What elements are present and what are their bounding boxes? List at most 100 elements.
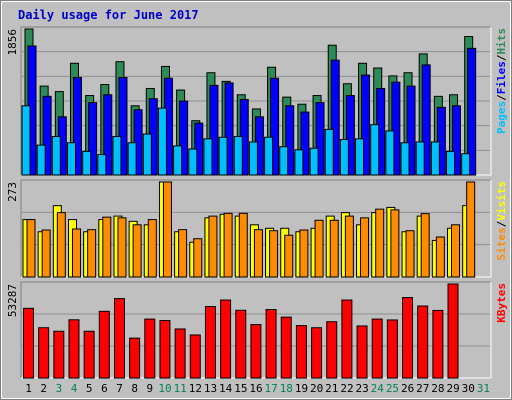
bar-sites-29	[451, 224, 461, 278]
x-tick-label: 28	[431, 382, 444, 395]
bar-sites-13	[208, 215, 218, 278]
bar-sites-25	[390, 209, 400, 278]
bar-pages-4	[66, 142, 76, 176]
x-tick-label: 14	[219, 382, 233, 395]
bar-kbytes-27	[417, 305, 429, 379]
bar-kbytes-26	[402, 297, 414, 379]
x-tick-label: 27	[416, 382, 429, 395]
bar-kbytes-5	[83, 330, 95, 379]
bar-kbytes-6	[98, 310, 110, 379]
bar-pages-14	[218, 136, 228, 176]
bar-sites-19	[299, 229, 309, 278]
bar-pages-27	[415, 141, 425, 176]
bar-sites-22	[344, 215, 354, 278]
bar-pages-26	[400, 142, 410, 176]
bar-sites-5	[87, 229, 97, 278]
bar-kbytes-4	[68, 319, 80, 379]
legend-item-pages: Pages	[495, 101, 508, 134]
bar-sites-6	[102, 216, 112, 278]
bar-kbytes-29	[447, 283, 459, 379]
bar-pages-13	[203, 138, 213, 176]
x-tick-label: 7	[116, 382, 123, 395]
x-tick-label: 5	[86, 382, 93, 395]
x-tick-label: 24	[371, 382, 385, 395]
bar-kbytes-9	[144, 318, 156, 379]
bar-pages-29	[446, 150, 456, 176]
bar-sites-7	[117, 217, 127, 278]
y-max-label: 1856	[6, 29, 19, 56]
bar-sites-24	[375, 208, 385, 278]
bar-pages-28	[430, 141, 440, 176]
bar-pages-11	[173, 145, 183, 176]
bar-pages-3	[51, 135, 61, 176]
x-tick-label: 16	[249, 382, 262, 395]
bar-sites-23	[360, 217, 370, 278]
bar-sites-30	[466, 181, 476, 278]
bar-sites-8	[132, 224, 142, 278]
legend: Pages/Files/Hits	[495, 28, 508, 134]
bar-kbytes-11	[174, 328, 186, 379]
x-tick-label: 15	[234, 382, 247, 395]
bar-files-30	[467, 47, 477, 176]
bar-pages-1	[21, 105, 31, 176]
x-tick-label: 2	[40, 382, 47, 395]
x-tick-label: 21	[325, 382, 338, 395]
x-tick-label: 4	[71, 382, 78, 395]
legend-separator: /	[495, 94, 508, 101]
bar-files-19	[300, 111, 310, 176]
bar-sites-20	[314, 219, 324, 278]
x-tick-label: 3	[56, 382, 63, 395]
bar-kbytes-1	[23, 307, 34, 379]
bar-pages-5	[82, 150, 92, 176]
bar-pages-6	[97, 154, 107, 176]
bar-pages-30	[461, 153, 471, 176]
legend-item-hits: Hits	[495, 28, 508, 55]
bar-kbytes-13	[204, 306, 216, 379]
x-tick-label: 8	[131, 382, 138, 395]
bar-pages-8	[127, 142, 137, 176]
bar-pages-21	[324, 128, 334, 176]
panels-layer: 1856Pages/Files/Hits273Sites/Visits53287…	[6, 26, 508, 379]
bar-kbytes-2	[38, 327, 50, 379]
bar-sites-3	[56, 212, 66, 278]
x-axis: 1 2 3 4 5 6 7 8 9 10 11 12 13 14 15 16 17 18 19 20 21 22 23 24 2…	[25, 382, 490, 395]
bar-files-7	[118, 76, 128, 176]
bar-kbytes-3	[53, 330, 65, 379]
legend-item-sites: Sites	[495, 227, 508, 260]
panel-kbytes: 53287 KBytes	[6, 281, 508, 379]
bar-sites-10	[162, 181, 172, 278]
x-tick-label: 12	[189, 382, 202, 395]
bar-files-27	[421, 64, 431, 176]
bar-pages-16	[248, 141, 258, 176]
bar-kbytes-25	[386, 319, 398, 379]
bar-pages-23	[355, 138, 365, 176]
bar-pages-15	[233, 135, 243, 176]
y-max-label: 53287	[6, 284, 19, 317]
panel-frame-shadow	[20, 179, 491, 277]
bar-files-5	[88, 102, 98, 176]
legend-separator: /	[495, 54, 508, 61]
bar-pages-9	[142, 133, 152, 176]
bar-files-14	[224, 82, 234, 176]
bar-files-6	[103, 94, 113, 176]
bar-pages-2	[36, 144, 46, 176]
bar-pages-7	[112, 135, 122, 176]
bar-sites-18	[284, 234, 294, 278]
x-tick-label: 22	[340, 382, 353, 395]
x-tick-label: 26	[401, 382, 414, 395]
bar-pages-10	[157, 107, 167, 176]
panel-frame-shadow	[20, 26, 491, 175]
bar-sites-26	[405, 230, 415, 278]
x-tick-label: 29	[446, 382, 459, 395]
legend-separator: /	[495, 220, 508, 227]
bar-pages-25	[385, 130, 395, 176]
bar-files-11	[179, 100, 189, 176]
bar-sites-12	[193, 238, 203, 278]
bar-sites-9	[147, 219, 157, 278]
y-max-label: 273	[6, 182, 19, 202]
bar-sites-15	[238, 212, 248, 278]
bar-sites-11	[178, 229, 188, 278]
x-tick-label: 13	[204, 382, 217, 395]
x-tick-label: 1	[25, 382, 32, 395]
